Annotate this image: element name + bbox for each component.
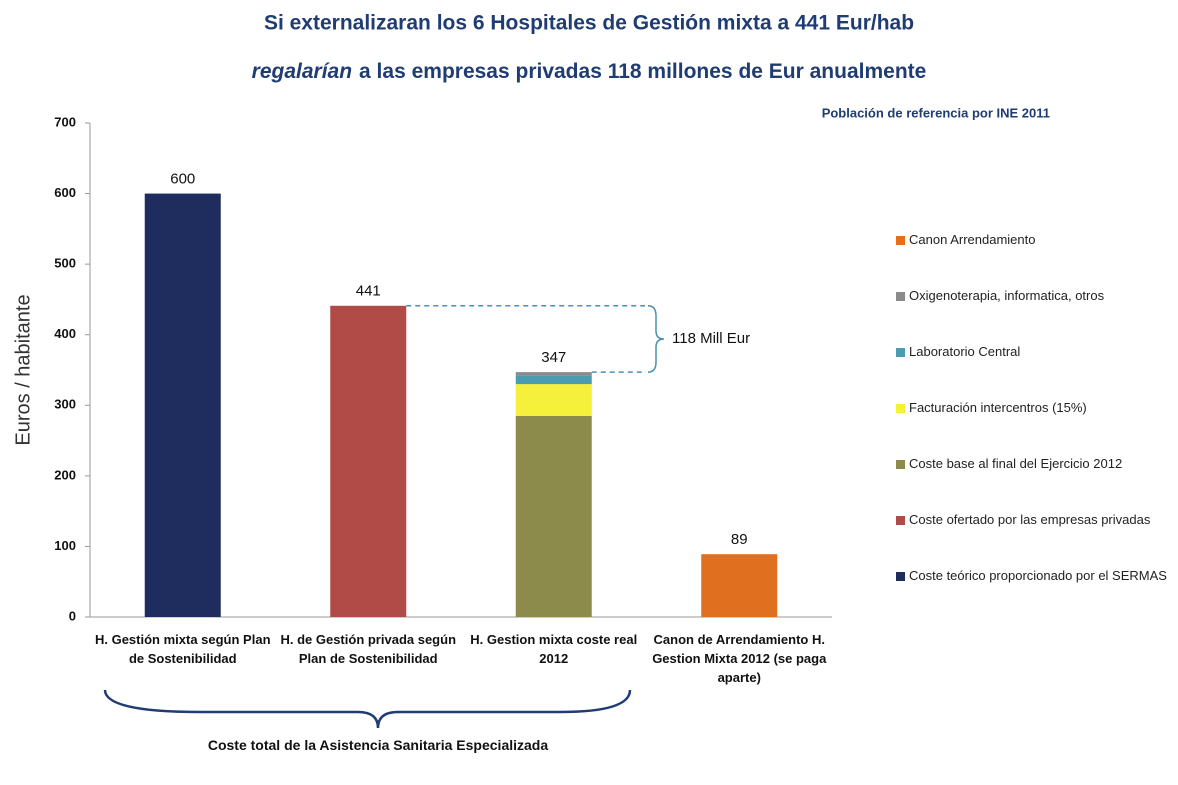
total-label: 347 [541,349,566,366]
y-tick-label: 300 [54,397,76,412]
y-tick-label: 700 [54,114,76,129]
legend-label: Coste ofertado por las empresas privadas [909,512,1151,527]
legend-swatch [896,404,905,413]
bar-segment [515,372,592,376]
legend-swatch [896,236,905,245]
total-label: 441 [356,283,381,300]
legend-label: Oxigenoterapia, informatica, otros [909,288,1105,303]
legend-swatch [896,516,905,525]
legend-label: Canon Arrendamiento [909,232,1036,247]
legend-label: Coste base al final del Ejercicio 2012 [909,456,1123,471]
chart-title: Si externalizaran los 6 Hospitales de Ge… [264,12,914,35]
total-label: 89 [731,531,748,548]
x-tick-label: H. Gestión mixta según Plan de Sostenibi… [94,632,271,666]
bar-segment [515,375,592,385]
bar-segment [515,415,592,617]
bar-segment [330,305,407,617]
bar-segment [701,554,778,617]
x-tick-label: Canon de Arrendamiento H. Gestion Mixta … [652,632,827,685]
note: Población de referencia por INE 2011 [822,105,1050,120]
x-tick-label: H. de Gestión privada según Plan de Sost… [280,632,457,666]
group-brace [103,689,632,729]
y-axis-label: Euros / habitante [12,294,34,445]
legend-label: Facturación intercentros (15%) [909,400,1087,415]
y-tick-label: 500 [54,256,76,271]
bar-segment [144,193,221,618]
subtitle-text: a las empresas privadas 118 millones de … [359,60,926,83]
subtitle-emphasis: regalarían [252,60,352,83]
legend-label: Coste teórico proporcionado por el SERMA… [909,568,1167,583]
legend-swatch [896,292,905,301]
gap-annotation: 118 Mill Eur [672,330,750,347]
legend-swatch [896,460,905,469]
y-tick-label: 200 [54,467,76,482]
gap-brace [647,305,665,373]
legend-swatch [896,572,905,581]
legend-swatch [896,348,905,357]
y-tick-label: 0 [69,608,76,623]
y-tick-label: 100 [54,538,76,553]
x-tick-label: H. Gestion mixta coste real 2012 [470,632,638,666]
group-annotation: Coste total de la Asistencia Sanitaria E… [207,737,549,753]
total-label: 600 [170,171,195,188]
y-tick-label: 400 [54,326,76,341]
bar-segment [515,384,592,416]
chart-subtitle: regalarían a las empresas privadas 118 mi… [252,60,927,83]
y-tick-label: 600 [54,185,76,200]
legend-label: Laboratorio Central [909,344,1021,359]
